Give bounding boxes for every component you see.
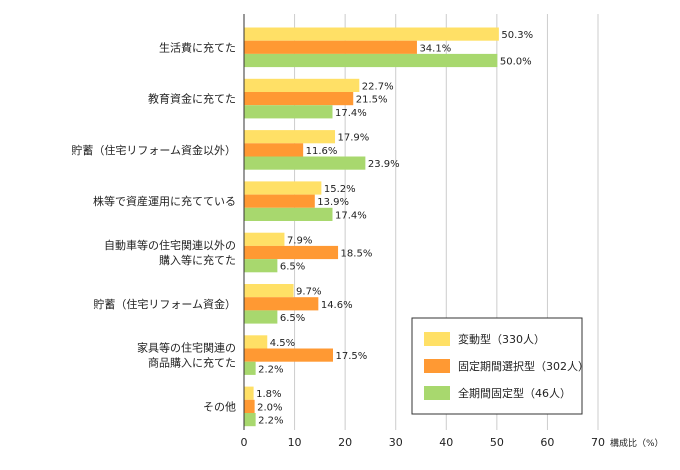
bar <box>244 245 339 260</box>
category-label: その他 <box>203 400 236 413</box>
data-label: 14.6% <box>321 300 353 311</box>
data-label: 6.5% <box>280 313 305 324</box>
bar <box>244 130 336 144</box>
data-label: 23.9% <box>368 159 400 170</box>
bar <box>244 27 499 41</box>
bar <box>244 232 285 246</box>
data-label: 50.3% <box>501 30 533 41</box>
bar <box>244 156 366 170</box>
category-label: 貯蓄（住宅リフォーム資金以外） <box>71 143 236 157</box>
x-tick-label: 50 <box>490 436 504 449</box>
legend-label: 変動型（330人） <box>458 332 545 346</box>
legend-swatch <box>424 359 450 373</box>
bar <box>244 259 278 273</box>
data-label: 2.2% <box>258 364 283 375</box>
bar <box>244 143 304 157</box>
x-tick-label: 0 <box>241 436 248 449</box>
x-axis-title: 構成比（%） <box>610 437 664 449</box>
x-tick-label: 60 <box>540 436 554 449</box>
data-label: 22.7% <box>362 81 394 92</box>
x-tick-label: 30 <box>389 436 403 449</box>
data-label: 11.6% <box>306 146 338 157</box>
bar <box>244 413 256 427</box>
data-label: 13.9% <box>317 197 349 208</box>
bar <box>244 348 333 362</box>
category-label: 生活費に充てた <box>159 40 236 54</box>
bar <box>244 335 268 349</box>
bar <box>244 92 354 106</box>
legend-label: 全期間固定型（46人） <box>458 386 571 400</box>
bar <box>244 386 254 400</box>
data-label: 2.2% <box>258 416 283 427</box>
legend: 変動型（330人） 固定期間選択型（302人） 全期間固定型（46人） <box>411 317 589 415</box>
data-label: 4.5% <box>270 338 295 349</box>
bar <box>244 53 498 68</box>
bars <box>244 27 499 427</box>
data-label: 17.4% <box>335 108 367 119</box>
data-label: 21.5% <box>356 95 388 106</box>
data-label: 34.1% <box>419 43 451 54</box>
category-label: 自動車等の住宅関連以外の購入等に充てた <box>104 238 236 267</box>
bar <box>244 194 315 208</box>
bar <box>244 78 360 92</box>
data-label: 1.8% <box>256 389 281 400</box>
category-label: 家具等の住宅関連の商品購入に充てた <box>137 341 236 370</box>
bar <box>244 207 333 221</box>
bar <box>244 399 255 413</box>
bar <box>244 105 333 119</box>
bar <box>244 297 319 311</box>
legend-swatch <box>424 332 450 346</box>
category-label: 教育資金に充てた <box>148 92 236 106</box>
data-label: 50.0% <box>500 57 532 68</box>
data-label: 17.5% <box>336 351 368 362</box>
x-tick-label: 10 <box>288 436 302 449</box>
bar <box>244 181 322 195</box>
data-label: 17.4% <box>335 210 367 221</box>
legend-label: 固定期間選択型（302人） <box>458 359 589 373</box>
data-label: 15.2% <box>324 184 356 195</box>
data-label: 7.9% <box>287 235 312 246</box>
x-tick-label: 20 <box>338 436 352 449</box>
x-tick-label: 40 <box>439 436 453 449</box>
legend-swatch <box>424 386 450 400</box>
data-label: 17.9% <box>338 133 370 144</box>
data-label: 2.0% <box>257 402 282 413</box>
bar <box>244 361 256 375</box>
data-label: 6.5% <box>280 262 305 273</box>
x-tick-label: 70 <box>591 436 605 449</box>
labels: 0 10 20 30 40 50 60 70 構成比（%） 生活費に充てた 50.3% 34.1% 50… <box>71 30 663 449</box>
category-label: 株等で資産運用に充てている <box>93 194 236 208</box>
bar <box>244 310 278 324</box>
data-label: 9.7% <box>296 287 321 298</box>
data-label: 18.5% <box>341 249 373 260</box>
bar <box>244 284 294 298</box>
category-label: 貯蓄（住宅リフォーム資金） <box>93 297 236 311</box>
bar <box>244 40 417 54</box>
